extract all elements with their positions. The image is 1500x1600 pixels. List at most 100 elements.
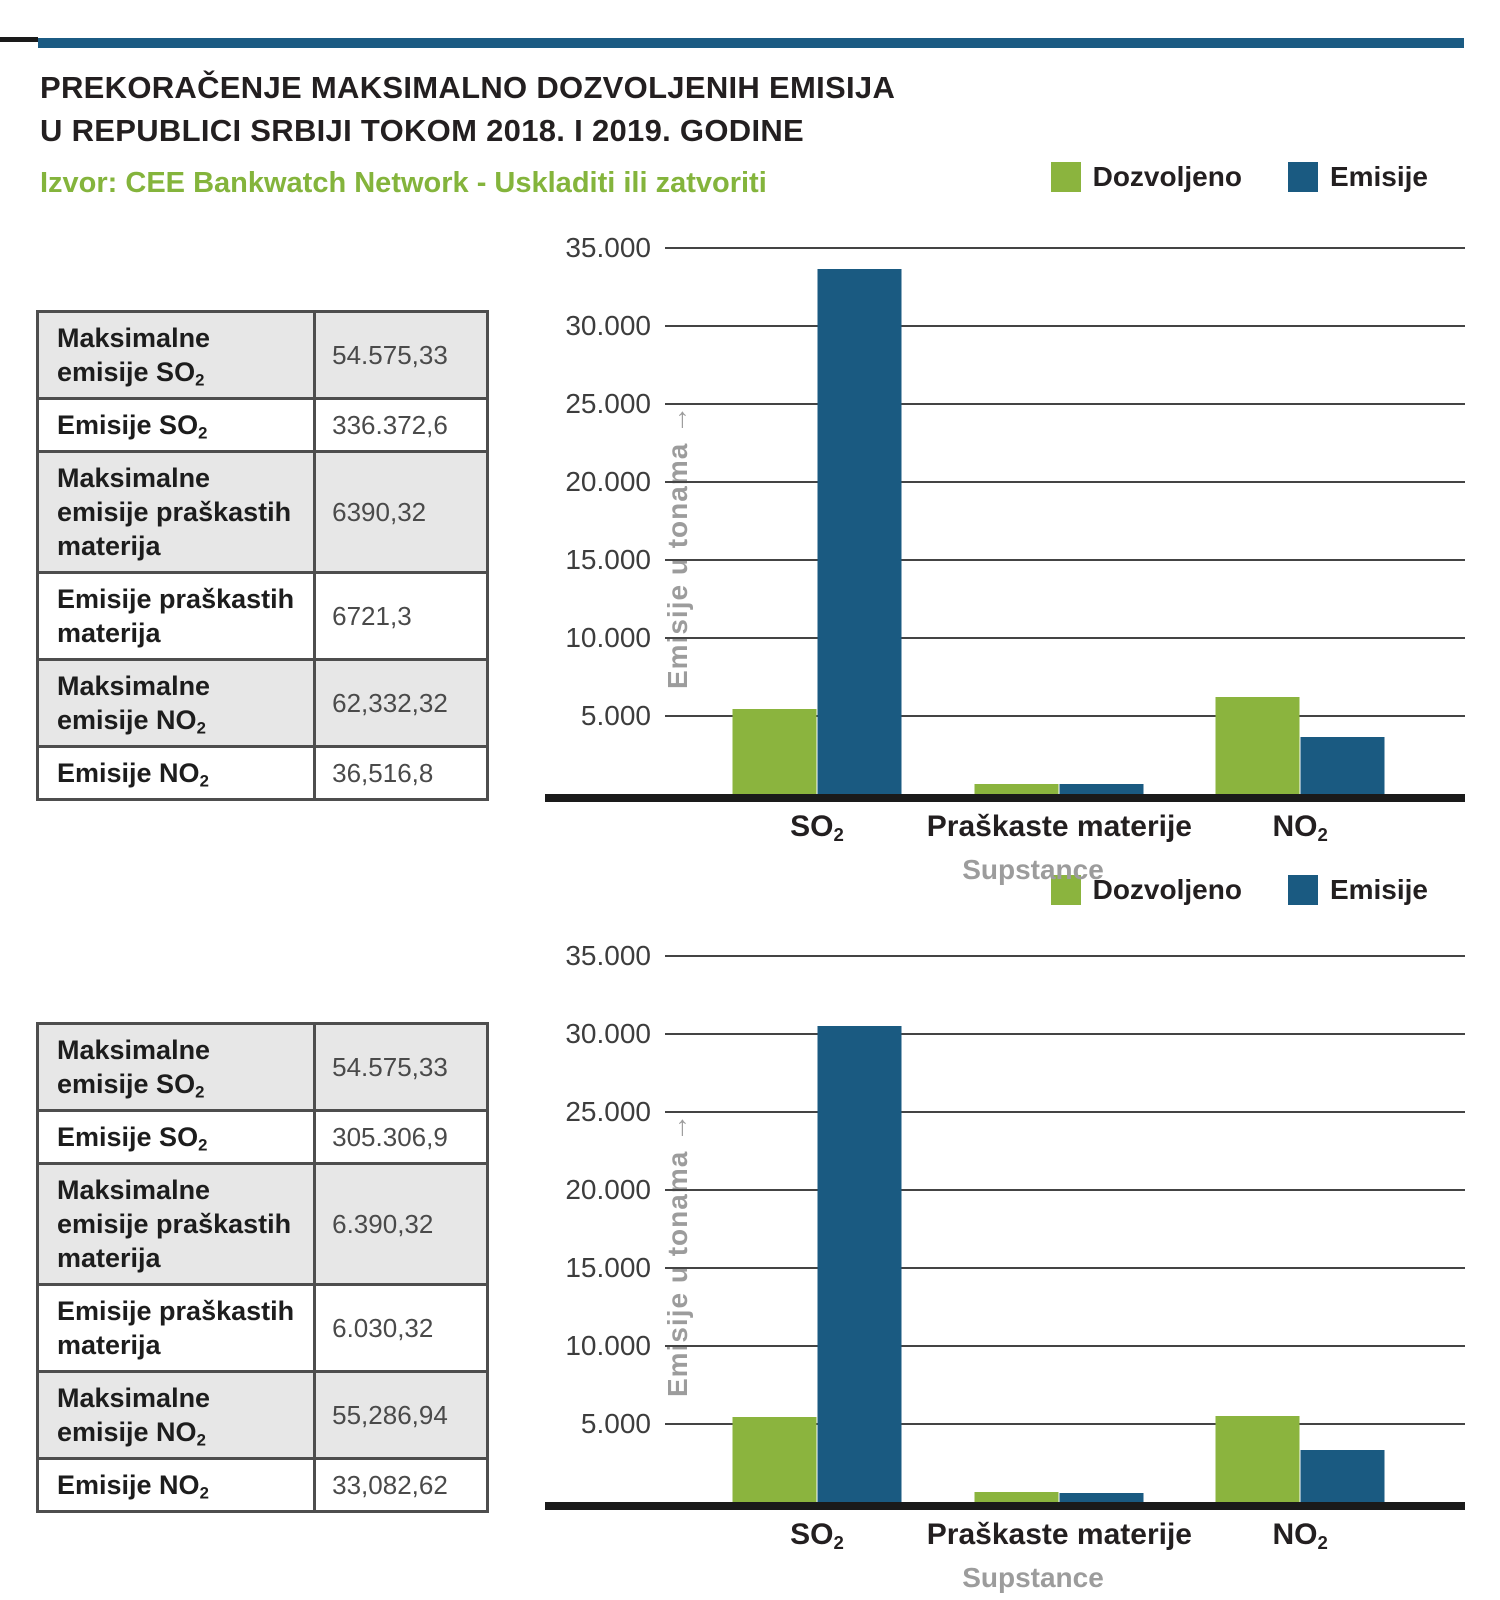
y-tick-label: 5.000 <box>580 1408 651 1439</box>
table-value: 33,082,62 <box>332 1469 448 1500</box>
x-category-label: Praškaste materije <box>926 810 1192 843</box>
table-label-cell: Maksimalne emisije NO2 <box>39 1373 317 1457</box>
bar-dozvoljeno <box>732 709 817 794</box>
table-row: Maksimalne emisije praškastih materija 6.39… <box>39 1162 486 1283</box>
bar-dozvoljeno <box>974 784 1059 794</box>
subscript: 2 <box>196 1430 206 1450</box>
table-value: 6.390,32 <box>332 1208 434 1239</box>
subscript: 2 <box>198 423 208 443</box>
x-category-label: Praškaste materije <box>926 1518 1192 1551</box>
table-label-cell: Emisije SO2 <box>39 1112 317 1162</box>
table-value-cell: 62,332,32 <box>316 661 486 745</box>
table-value: 36,516,8 <box>332 757 434 788</box>
y-tick-label: 30.000 <box>565 310 651 341</box>
chart-legend: Dozvoljeno Emisije <box>1050 161 1428 193</box>
x-category-label: NO2 <box>1272 810 1328 846</box>
table-label-cell: Maksimalne emisije praškastih materija <box>39 453 317 571</box>
x-axis-title: Supstance <box>962 1562 1104 1593</box>
table-value-cell: 54.575,33 <box>316 1025 486 1109</box>
y-tick-label: 25.000 <box>565 1096 651 1127</box>
title-line-1: PREKORAČENJE MAKSIMALNO DOZVOLJENIH EMIS… <box>40 70 896 105</box>
page-title: PREKORAČENJE MAKSIMALNO DOZVOLJENIH EMIS… <box>40 66 895 152</box>
subscript: 2 <box>199 771 209 791</box>
legend-label: Dozvoljeno <box>1092 874 1242 905</box>
bar-emisije <box>817 269 902 794</box>
gridline <box>665 1423 1465 1425</box>
table-label-line: Maksimalne <box>57 463 211 493</box>
gridline <box>665 715 1465 717</box>
y-tick-label: 30.000 <box>565 1018 651 1049</box>
table-row: Maksimalne emisije SO2 54.575,33 <box>39 313 486 397</box>
y-tick-label: 5.000 <box>580 700 651 731</box>
bar-group <box>1215 1416 1385 1502</box>
bar-dozvoljeno <box>974 1492 1059 1502</box>
table-label-line: emisije SO2 <box>57 357 205 390</box>
legend-swatch-emisije-icon <box>1287 162 1318 192</box>
table-value-cell: 54.575,33 <box>316 313 486 397</box>
plot-area: 5.000 10.000 15.000 20.000 25.000 30.000 35.00… <box>545 232 1465 885</box>
subscript: 2 <box>1317 824 1328 846</box>
y-tick-label: 15.000 <box>565 1252 651 1283</box>
table-label-cell: Maksimalne emisije SO2 <box>39 313 317 397</box>
emissions-table-1: Maksimalne emisije SO2 54.575,33 Emisije SO… <box>36 310 489 801</box>
table-row: Maksimalne emisije SO2 54.575,33 <box>39 1025 486 1109</box>
gridline <box>665 247 1465 249</box>
y-tick-label: 20.000 <box>565 466 651 497</box>
x-axis-line <box>545 794 1465 802</box>
source-line: Izvor: CEE Bankwatch Network - Uskladiti… <box>40 167 767 199</box>
table-label-cell: Emisije praškastih materija <box>39 1286 317 1370</box>
y-axis-title: Emisije u tonama → <box>662 404 693 690</box>
bar-emisije <box>817 1026 902 1502</box>
subscript: 2 <box>196 718 206 738</box>
table-label-line: Maksimalne <box>57 1175 211 1205</box>
subscript: 2 <box>199 1483 209 1503</box>
table-label-line: Maksimalne <box>57 1035 211 1065</box>
legend-item: Dozvoljeno <box>1050 161 1242 193</box>
bar-group <box>974 784 1144 794</box>
bar-chart-1: 5.000 10.000 15.000 20.000 25.000 30.000 35.00… <box>520 232 1480 892</box>
table-value: 54.575,33 <box>332 339 448 370</box>
table-value-cell: 6390,32 <box>316 453 486 571</box>
table-row: Emisije praškastih materija 6721,3 <box>39 571 486 658</box>
table-label-line: Emisije NO2 <box>57 1470 209 1503</box>
table-row: Emisije praškastih materija 6.030,32 <box>39 1283 486 1370</box>
y-tick-label: 35.000 <box>565 232 651 263</box>
gridline <box>665 1189 1465 1191</box>
table-label-line: Maksimalne <box>57 671 211 701</box>
table-value-cell: 33,082,62 <box>316 1460 486 1510</box>
table-row: Emisije SO2 305.306,9 <box>39 1109 486 1162</box>
table-label-cell: Maksimalne emisije praškastih materija <box>39 1165 317 1283</box>
table-label-cell: Emisije NO2 <box>39 748 317 798</box>
x-axis-line <box>545 1502 1465 1510</box>
bar-emisije <box>1059 1493 1144 1502</box>
legend-label: Emisije <box>1329 161 1428 192</box>
subscript: 2 <box>195 1082 205 1102</box>
table-label-line: Maksimalne <box>57 1383 211 1413</box>
chart-legend: Dozvoljeno Emisije <box>1050 874 1428 906</box>
table-label-line: Emisije SO2 <box>57 1122 208 1155</box>
table-value: 336.372,6 <box>332 409 448 440</box>
x-category-label: SO2 <box>790 810 844 846</box>
gridline <box>665 559 1465 561</box>
legend-item: Dozvoljeno <box>1050 874 1242 906</box>
table-row: Emisije NO2 33,082,62 <box>39 1457 486 1510</box>
bar-group <box>732 269 902 794</box>
table-label-line: emisije praškastih <box>57 497 292 527</box>
plot-area: 5.000 10.000 15.000 20.000 25.000 30.000 35.00… <box>545 940 1465 1593</box>
legend-swatch-dozvoljeno-icon <box>1050 875 1081 905</box>
table-value: 6721,3 <box>332 600 412 631</box>
subscript: 2 <box>195 370 205 390</box>
table-label-line: emisije SO2 <box>57 1069 205 1102</box>
legend-swatch-emisije-icon <box>1287 875 1318 905</box>
subscript: 2 <box>198 1135 208 1155</box>
table-label-line: Emisije NO2 <box>57 758 209 791</box>
table-label-line: materija <box>57 618 161 648</box>
emissions-table-2: Maksimalne emisije SO2 54.575,33 Emisije SO… <box>36 1022 489 1513</box>
table-value-cell: 6.030,32 <box>316 1286 486 1370</box>
table-value: 54.575,33 <box>332 1051 448 1082</box>
table-value: 55,286,94 <box>332 1399 448 1430</box>
table-value: 6390,32 <box>332 496 427 527</box>
table-label-line: Emisije praškastih <box>57 1296 295 1326</box>
table-row: Maksimalne emisije NO2 62,332,32 <box>39 658 486 745</box>
legend-swatch-dozvoljeno-icon <box>1050 162 1081 192</box>
